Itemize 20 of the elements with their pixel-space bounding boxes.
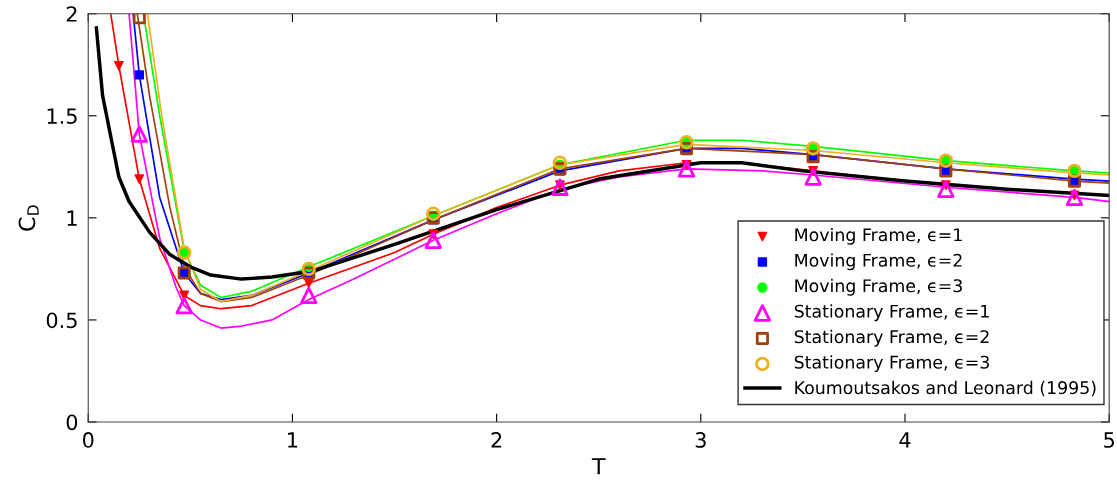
- y-tick-label: 1: [67, 210, 77, 226]
- legend-label: Moving Frame, ϵ=3: [795, 278, 962, 296]
- x-tick-label: 3: [695, 432, 706, 448]
- x-tick-label: 1: [288, 432, 298, 448]
- legend-label: Stationary Frame, ϵ=1: [794, 304, 989, 322]
- y-tick-label: 1.5: [47, 108, 77, 124]
- x-tick-label: 5: [1104, 432, 1114, 448]
- x-axis-title: T: [591, 458, 606, 475]
- y-axis-title: C$_{D}$: [18, 205, 39, 231]
- legend-label: Stationary Frame, ϵ=3: [794, 355, 989, 373]
- x-tick-label: 2: [491, 432, 502, 448]
- x-tick-label: 4: [899, 432, 911, 448]
- y-tick-label: 0.5: [46, 312, 77, 329]
- y-tick-label: 0: [66, 414, 78, 431]
- legend-label: Koumoutsakos and Leonard (1995): [795, 380, 1096, 397]
- legend-label: Moving Frame, ϵ=2: [795, 253, 962, 271]
- legend-label: Stationary Frame, ϵ=2: [794, 329, 989, 347]
- x-tick-label: 0: [82, 432, 94, 448]
- y-tick-label: 2: [66, 6, 77, 22]
- legend-label: Moving Frame, ϵ=1: [795, 227, 962, 245]
